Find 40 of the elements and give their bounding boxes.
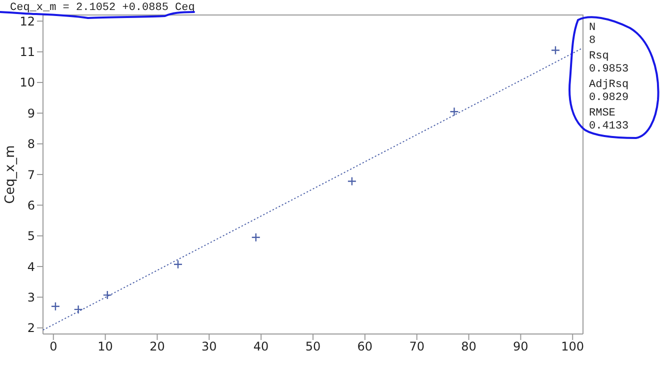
y-tick-label: 11	[20, 45, 35, 60]
text: 0.9853	[589, 64, 629, 76]
point	[251, 232, 260, 242]
text: 0.4133	[589, 120, 629, 132]
chart-title: Ceq_x_m = 2.1052 +0.0885 Ceq	[10, 2, 195, 14]
x-tick-label: 30	[202, 340, 217, 354]
text: AdjRsq	[589, 79, 629, 91]
x-tick-label: 60	[357, 340, 373, 354]
y-tick-label: 8	[27, 137, 35, 152]
y-tick-label: 7	[27, 168, 35, 182]
x-tick-label: 50	[305, 340, 321, 354]
text: 0.9829	[589, 92, 629, 104]
point	[74, 304, 83, 314]
point	[450, 107, 459, 116]
y-tick-label: 6	[27, 198, 35, 212]
point	[347, 176, 357, 186]
x-tick-label: 80	[461, 340, 476, 354]
x-tick-label: 70	[409, 340, 424, 354]
x-tick-label: 10	[98, 340, 113, 354]
y-axis-title: Ceq_x_m	[3, 145, 18, 204]
y-tick-label: 2	[27, 321, 35, 336]
y-tick-label: 9	[27, 106, 35, 120]
x-tick-label: 100	[561, 340, 584, 354]
y-tick-label: 3	[27, 290, 35, 304]
y-tick-label: 4	[27, 260, 35, 274]
y-tick-label: 5	[27, 229, 35, 244]
x-tick-label: 40	[253, 340, 269, 354]
text: N	[589, 22, 596, 34]
point	[50, 302, 60, 311]
y-tick-label: 10	[20, 76, 35, 90]
x-tick-label: 90	[513, 340, 528, 354]
x-tick-label: 0	[50, 340, 58, 354]
point	[173, 260, 183, 269]
text: RMSE	[589, 108, 616, 120]
point	[550, 46, 560, 55]
point	[102, 290, 112, 300]
y-tick-label: 12	[20, 14, 35, 28]
x-tick-label: 20	[150, 340, 165, 354]
text: 8	[589, 35, 596, 47]
text: Rsq	[589, 50, 609, 62]
